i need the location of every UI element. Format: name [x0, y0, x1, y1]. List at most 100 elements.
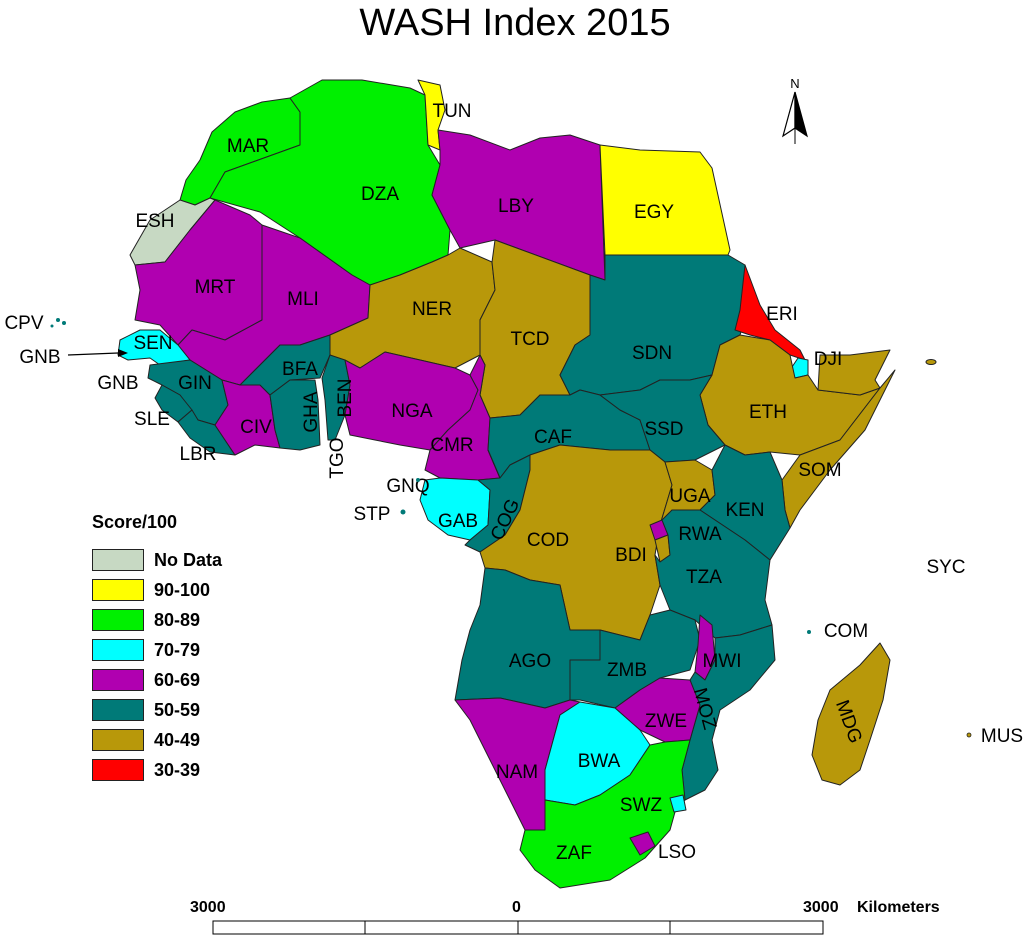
map-title: WASH Index 2015: [359, 2, 671, 44]
bioko-island: [416, 478, 420, 482]
country-label-sdn: SDN: [632, 343, 672, 364]
country-label-cod: COD: [527, 530, 569, 551]
country-label-cpv: CPV: [4, 313, 43, 334]
country-label-tgo: TGO: [327, 437, 348, 478]
country-label-bfa: BFA: [282, 359, 318, 380]
country-label-gin: GIN: [178, 373, 212, 394]
country-label-sen: SEN: [133, 333, 172, 354]
island-markers: [50, 318, 972, 738]
country-label-gab: GAB: [438, 511, 478, 532]
legend-label: 50-59: [154, 699, 201, 720]
country-label-mrt: MRT: [195, 277, 236, 298]
mus-island: [966, 732, 972, 738]
com-island: [807, 630, 811, 634]
country-label-swz: SWZ: [620, 795, 663, 816]
country-label-tun: TUN: [432, 101, 471, 122]
country-egy: [599, 144, 731, 256]
country-label-eri: ERI: [766, 304, 798, 325]
countries-layer: [117, 79, 896, 889]
country-label-ner: NER: [412, 299, 452, 320]
socotra-island: [925, 359, 937, 365]
country-bfa: [239, 334, 331, 396]
country-mdg: [811, 642, 891, 786]
country-label-dji: DJI: [814, 349, 843, 370]
country-label-syc: SYC: [926, 557, 965, 578]
cpv-island: [56, 318, 60, 322]
country-ken: [699, 444, 791, 561]
scale-unit-label: Kilometers: [857, 899, 940, 916]
labels-layer: TUN MAR DZA LBY EGY ESH MRT MLI NER TCD ERI SDN DJI C…: [4, 101, 1023, 864]
country-label-uga: UGA: [669, 486, 711, 507]
country-label-nga: NGA: [391, 401, 433, 422]
country-label-mwi: MWI: [702, 651, 741, 672]
legend-label: 80-89: [154, 609, 201, 630]
legend-label: 70-79: [154, 639, 201, 660]
legend-row: 60-69: [92, 665, 222, 695]
country-gha: [269, 379, 321, 451]
country-label-rwa: RWA: [678, 524, 722, 545]
country-label-gha: GHA: [301, 391, 322, 433]
country-label-ken: KEN: [725, 500, 764, 521]
country-label-lbr: LBR: [180, 444, 217, 465]
scale-middle-label: 0: [512, 899, 521, 916]
legend-swatch: [92, 699, 144, 721]
legend-label: 40-49: [154, 729, 201, 750]
country-label-mus: MUS: [981, 726, 1023, 747]
country-swz: [669, 794, 687, 813]
legend-label: 30-39: [154, 759, 201, 780]
legend-swatch: [92, 759, 144, 781]
country-label-mli: MLI: [287, 289, 319, 310]
legend: Score/100 No Data 90-100 80-89 70-79 60-69 50…: [92, 512, 222, 785]
country-label-lby: LBY: [498, 196, 534, 217]
country-label-mar: MAR: [227, 136, 269, 157]
country-label-esh: ESH: [135, 211, 174, 232]
country-label-gnb: GNB: [19, 347, 60, 368]
legend-swatch: [92, 579, 144, 601]
country-label-com: COM: [824, 621, 868, 642]
legend-swatch: [92, 609, 144, 631]
legend-label: 60-69: [154, 669, 201, 690]
legend-swatch: [92, 669, 144, 691]
country-label-gnq: GNQ: [386, 476, 429, 497]
country-moz: [681, 624, 776, 801]
legend-swatch: [92, 639, 144, 661]
country-label-dza: DZA: [361, 184, 399, 205]
gnb-leader-arrow: [67, 349, 128, 357]
country-label-gnb: GNB: [97, 373, 138, 394]
stp-island: [400, 509, 406, 515]
country-zwe: [614, 677, 701, 743]
legend-row: 80-89: [92, 605, 222, 635]
legend-row: 40-49: [92, 725, 222, 755]
country-label-egy: EGY: [634, 202, 674, 223]
scale-right-label: 3000: [803, 899, 839, 916]
legend-rows: No Data 90-100 80-89 70-79 60-69 50-59 40-49 30…: [92, 545, 222, 785]
country-label-bdi: BDI: [615, 545, 647, 566]
north-arrow-label: N: [790, 76, 799, 91]
country-lso: [629, 831, 656, 856]
country-label-ben: BEN: [335, 378, 356, 417]
legend-row: 30-39: [92, 755, 222, 785]
scale-left-label: 3000: [190, 899, 226, 916]
country-label-ssd: SSD: [644, 419, 683, 440]
country-label-zaf: ZAF: [556, 843, 592, 864]
country-label-cmr: CMR: [430, 435, 473, 456]
legend-swatch: [92, 729, 144, 751]
legend-swatch: [92, 549, 144, 571]
country-label-lso: LSO: [658, 842, 696, 863]
country-zmb: [569, 609, 701, 709]
legend-row: 50-59: [92, 695, 222, 725]
country-label-zwe: ZWE: [645, 711, 687, 732]
country-label-nam: NAM: [496, 762, 538, 783]
country-label-som: SOM: [798, 460, 841, 481]
country-label-caf: CAF: [534, 427, 572, 448]
country-label-ago: AGO: [509, 651, 551, 672]
country-label-sle: SLE: [134, 409, 170, 430]
legend-row: 70-79: [92, 635, 222, 665]
legend-label: No Data: [154, 549, 223, 570]
country-label-tcd: TCD: [510, 329, 549, 350]
legend-row: 90-100: [92, 575, 222, 605]
legend-row: No Data: [92, 545, 222, 575]
legend-title: Score/100: [92, 512, 178, 532]
country-label-stp: STP: [354, 504, 391, 525]
